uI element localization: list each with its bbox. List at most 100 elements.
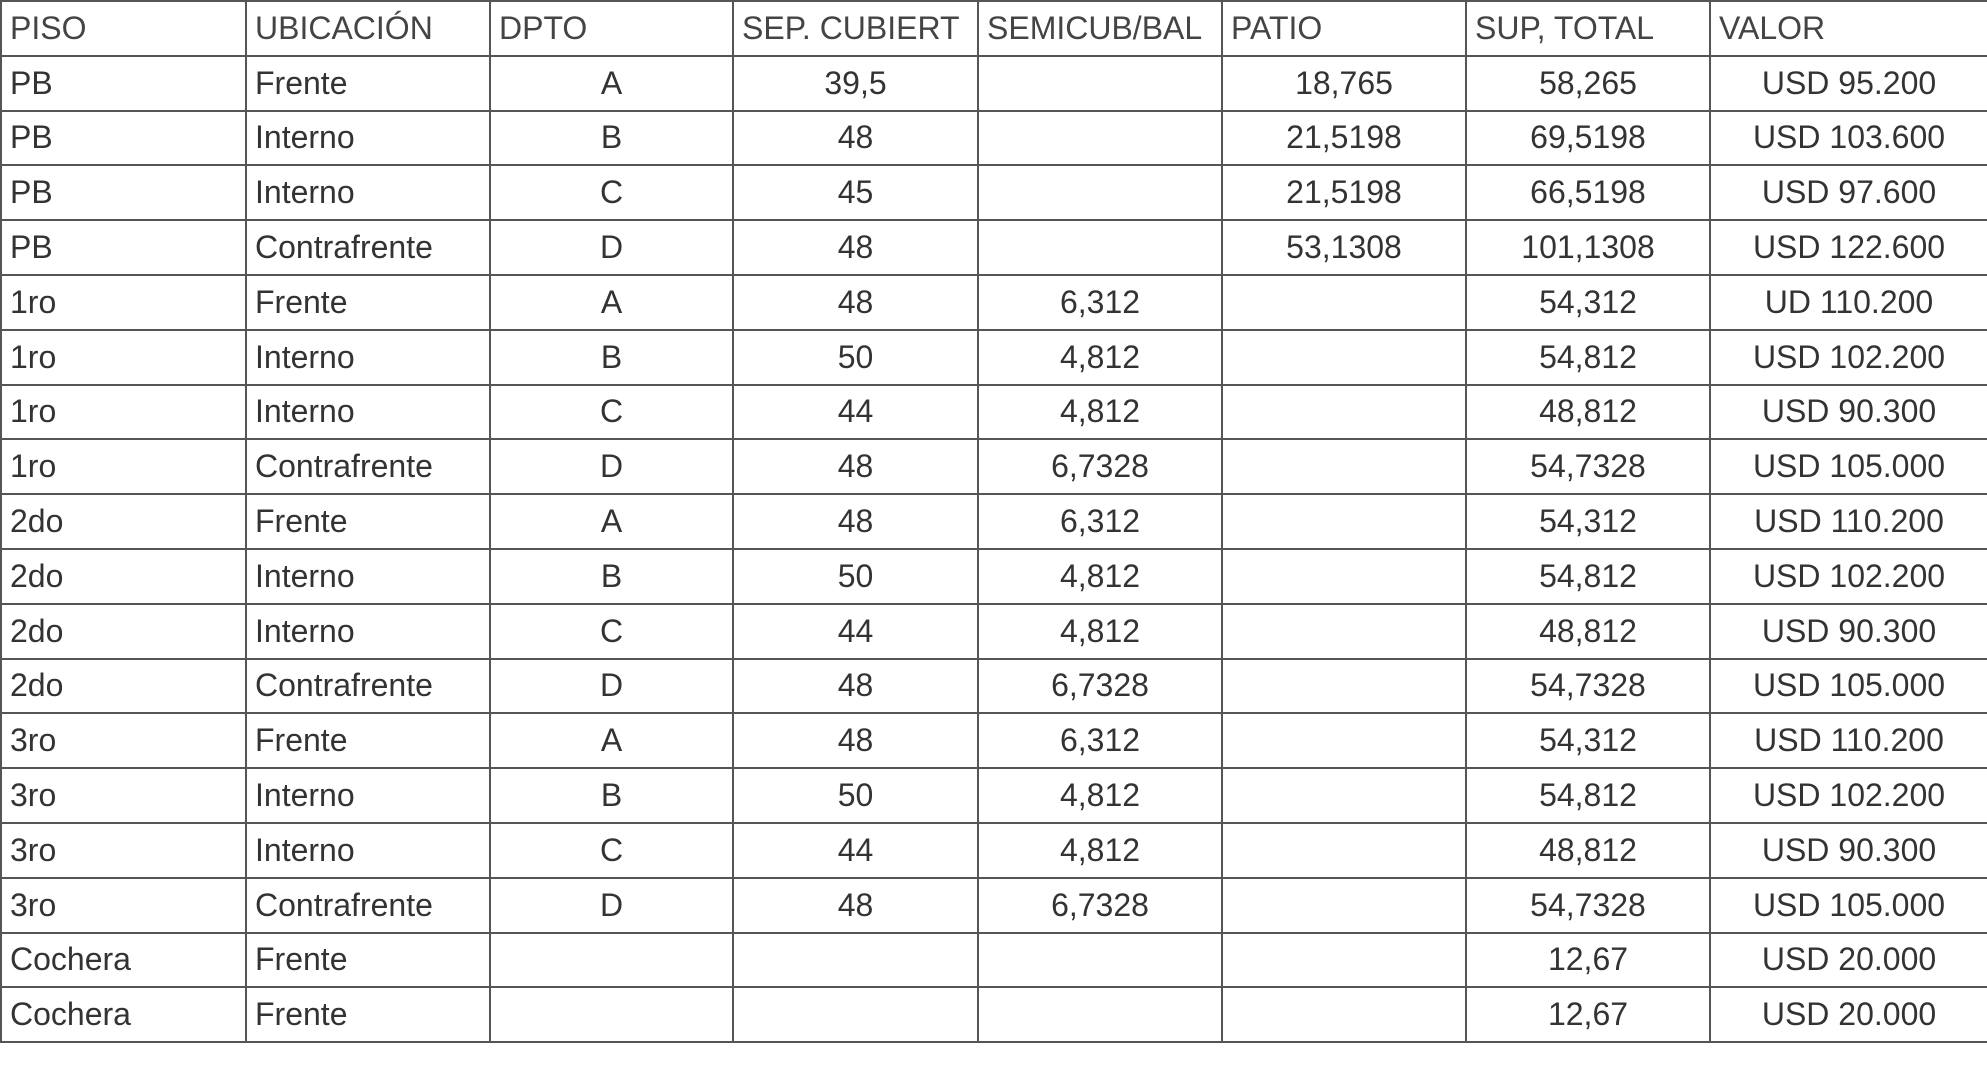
cell-sep-cubierta: 48 [732,657,979,715]
cell-valor: USD 102.200 [1709,328,1987,386]
cell-sup-total: 54,7328 [1465,438,1711,496]
cell-piso: 2do [0,547,247,605]
cell-ubicacion: Frente [245,493,491,550]
cell-semicub-balcon: 4,812 [977,767,1223,824]
table-row: 1ro Interno C 44 4,812 48,812 USD 90.300 [0,383,1987,441]
cell-ubicacion: Interno [245,602,491,660]
cell-patio [1221,712,1467,770]
cell-patio [1221,438,1467,496]
cell-valor: UD 110.200 [1709,273,1987,331]
cell-patio [1221,273,1467,331]
cell-sup-total: 48,812 [1465,821,1711,879]
cell-sup-total: 54,312 [1465,493,1711,550]
cell-ubicacion: Frente [245,54,491,112]
table-row: 1ro Interno B 50 4,812 54,812 USD 102.200 [0,328,1987,386]
cell-piso: Cochera [0,931,247,989]
cell-dpto: B [489,767,734,824]
cell-semicub-balcon: 4,812 [977,383,1223,441]
cell-dpto: C [489,602,734,660]
column-header-dpto: DPTO [489,0,734,57]
cell-ubicacion: Frente [245,273,491,331]
cell-valor: USD 105.000 [1709,657,1987,715]
cell-piso: 1ro [0,273,247,331]
cell-patio [1221,821,1467,879]
cell-dpto: B [489,547,734,605]
table-row: 3ro Interno B 50 4,812 54,812 USD 102.200 [0,767,1987,824]
cell-semicub-balcon: 6,312 [977,273,1223,331]
column-header-piso: PISO [0,0,247,57]
cell-sep-cubierta: 50 [732,547,979,605]
table-row: 3ro Contrafrente D 48 6,7328 54,7328 USD 105.0… [0,876,1987,934]
cell-piso: PB [0,164,247,222]
cell-piso: PB [0,109,247,167]
cell-patio: 21,5198 [1221,109,1467,167]
cell-sep-cubierta: 44 [732,383,979,441]
cell-semicub-balcon [977,54,1223,112]
cell-piso: 1ro [0,383,247,441]
cell-valor: USD 110.200 [1709,712,1987,770]
cell-sup-total: 54,7328 [1465,876,1711,934]
column-header-semicub-balcon: SEMICUB/BAL [977,0,1223,57]
cell-sep-cubierta: 48 [732,219,979,276]
table-row: PB Frente A 39,5 18,765 58,265 USD 95.200 [0,54,1987,112]
cell-ubicacion: Contrafrente [245,876,491,934]
header-row: PISO UBICACIÓN DPTO SEP. CUBIERT SEMICUB/BAL… [0,0,1987,57]
table-row: PB Interno C 45 21,5198 66,5198 USD 97.600 [0,164,1987,222]
cell-patio [1221,602,1467,660]
cell-valor: USD 95.200 [1709,54,1987,112]
cell-sep-cubierta: 45 [732,164,979,222]
cell-sep-cubierta [732,931,979,989]
table-row: 1ro Frente A 48 6,312 54,312 UD 110.200 [0,273,1987,331]
cell-piso: 3ro [0,821,247,879]
cell-ubicacion: Contrafrente [245,657,491,715]
cell-sep-cubierta: 44 [732,821,979,879]
cell-semicub-balcon: 4,812 [977,602,1223,660]
cell-ubicacion: Frente [245,931,491,989]
cell-semicub-balcon: 6,312 [977,493,1223,550]
cell-piso: 2do [0,657,247,715]
cell-valor: USD 122.600 [1709,219,1987,276]
cell-valor: USD 103.600 [1709,109,1987,167]
column-header-sep-cubierta: SEP. CUBIERT [732,0,979,57]
table-row: 3ro Frente A 48 6,312 54,312 USD 110.200 [0,712,1987,770]
cell-patio [1221,328,1467,386]
table-row: PB Contrafrente D 48 53,1308 101,1308 USD 122.… [0,219,1987,276]
column-header-sup-total: SUP, TOTAL [1465,0,1711,57]
cell-ubicacion: Contrafrente [245,438,491,496]
cell-ubicacion: Interno [245,383,491,441]
cell-patio [1221,767,1467,824]
cell-valor: USD 90.300 [1709,383,1987,441]
cell-sup-total: 54,7328 [1465,657,1711,715]
cell-dpto: A [489,493,734,550]
cell-dpto: D [489,657,734,715]
cell-patio [1221,547,1467,605]
cell-dpto [489,986,734,1044]
cell-semicub-balcon [977,931,1223,989]
cell-valor: USD 20.000 [1709,931,1987,989]
cell-valor: USD 90.300 [1709,821,1987,879]
cell-semicub-balcon [977,986,1223,1044]
table-row: 2do Contrafrente D 48 6,7328 54,7328 USD 105.0… [0,657,1987,715]
cell-sep-cubierta: 50 [732,767,979,824]
cell-piso: 3ro [0,876,247,934]
cell-ubicacion: Interno [245,328,491,386]
cell-valor: USD 102.200 [1709,767,1987,824]
table-row: PB Interno B 48 21,5198 69,5198 USD 103.600 [0,109,1987,167]
cell-semicub-balcon: 6,312 [977,712,1223,770]
cell-sup-total: 54,812 [1465,547,1711,605]
cell-sep-cubierta: 50 [732,328,979,386]
cell-sep-cubierta: 48 [732,876,979,934]
cell-patio: 53,1308 [1221,219,1467,276]
cell-dpto: A [489,54,734,112]
cell-piso: 3ro [0,767,247,824]
cell-semicub-balcon: 6,7328 [977,876,1223,934]
cell-valor: USD 105.000 [1709,438,1987,496]
cell-ubicacion: Interno [245,547,491,605]
cell-ubicacion: Interno [245,767,491,824]
cell-piso: 1ro [0,328,247,386]
cell-ubicacion: Interno [245,821,491,879]
cell-sup-total: 69,5198 [1465,109,1711,167]
table-row: 2do Interno B 50 4,812 54,812 USD 102.200 [0,547,1987,605]
cell-sup-total: 12,67 [1465,931,1711,989]
column-header-ubicacion: UBICACIÓN [245,0,491,57]
